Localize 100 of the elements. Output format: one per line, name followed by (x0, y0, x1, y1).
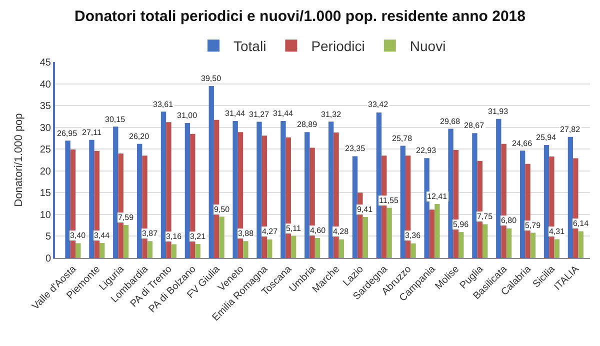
data-label: 28,67 (464, 121, 485, 130)
data-label: 11,55 (379, 196, 399, 205)
bar (113, 126, 118, 258)
y-tick-label: 0 (45, 254, 52, 264)
bar (232, 121, 238, 258)
data-label: 25,94 (536, 133, 557, 142)
data-label: 39,50 (201, 74, 222, 83)
bar (520, 150, 526, 258)
bar (195, 244, 200, 258)
y-axis-title: Donatori/1.000 pop (13, 113, 26, 207)
y-tick-label: 20 (40, 166, 52, 178)
data-label: 33,42 (368, 100, 389, 109)
bar (171, 244, 176, 258)
data-label: 31,27 (249, 110, 270, 119)
bar (136, 144, 142, 258)
bar (578, 231, 584, 258)
bar (267, 239, 272, 258)
bar (482, 224, 488, 258)
data-label: 4,60 (310, 226, 326, 235)
data-label: 31,32 (321, 110, 342, 119)
data-label: 26,20 (129, 132, 150, 141)
bar (472, 133, 478, 258)
bar (568, 136, 574, 258)
bar (256, 122, 262, 258)
bar (123, 224, 129, 258)
data-label: 12,41 (427, 192, 448, 201)
data-label: 24,66 (512, 139, 533, 148)
data-label: 4,28 (333, 227, 350, 236)
bar (280, 121, 286, 258)
data-label: 7,75 (477, 212, 494, 221)
bar (99, 243, 105, 258)
bar (352, 156, 358, 258)
bar (424, 158, 430, 258)
bar (400, 146, 406, 258)
y-tick-label: 25 (40, 144, 52, 156)
data-label: 5,79 (525, 221, 542, 230)
data-label: 7,59 (118, 213, 134, 222)
data-label: 4,31 (549, 227, 566, 236)
bar (410, 243, 416, 258)
y-tick-label: 30 (40, 122, 52, 134)
bar (338, 239, 344, 258)
data-label: 31,44 (225, 109, 246, 118)
data-label: 26,95 (57, 129, 78, 138)
data-label: 25,78 (392, 134, 413, 143)
bar (76, 243, 81, 258)
data-label: 3,16 (166, 232, 182, 241)
bar (506, 228, 512, 258)
data-label: 3,88 (238, 229, 254, 238)
data-label: 27,11 (82, 128, 102, 137)
data-label: 5,96 (453, 220, 470, 229)
data-label: 9,41 (357, 205, 374, 214)
bar (544, 145, 550, 258)
y-tick-label: 5 (45, 232, 52, 243)
y-tick-label: 10 (40, 210, 52, 221)
bar (314, 238, 320, 258)
data-label: 31,00 (177, 111, 198, 120)
legend-label: Totali (234, 38, 266, 54)
legend-label: Nuovi (410, 38, 446, 54)
bar (554, 239, 560, 258)
chart-title: Donatori totali periodici e nuovi/1.000 pop. residente anno 2018 (74, 8, 526, 25)
data-label: 3,36 (405, 231, 422, 240)
bar (429, 210, 435, 258)
bar (208, 86, 214, 258)
data-label: 30,15 (105, 115, 126, 124)
bar (290, 236, 296, 258)
data-label: 3,21 (190, 232, 206, 241)
data-label: 6,14 (573, 219, 590, 228)
data-label: 31,93 (488, 107, 509, 116)
data-label: 6,80 (501, 216, 518, 225)
data-label: 31,44 (273, 109, 294, 118)
bar (160, 112, 166, 258)
y-tick-label: 40 (40, 79, 52, 90)
data-label: 3,87 (142, 229, 158, 238)
data-label: 4,27 (262, 227, 278, 236)
bar (434, 204, 440, 258)
bar (458, 232, 464, 258)
data-label: 22,93 (416, 146, 437, 155)
data-label: 5,11 (286, 224, 302, 233)
y-tick-label: 35 (40, 101, 52, 112)
bar (448, 128, 454, 258)
bar (496, 118, 502, 258)
bar (362, 217, 368, 258)
bar (243, 241, 248, 258)
bar (530, 232, 536, 258)
data-label: 3,44 (94, 231, 110, 240)
bar (65, 140, 70, 258)
data-label: 28,89 (297, 120, 318, 129)
bar (184, 122, 190, 258)
data-label: 9,50 (214, 205, 230, 214)
bar (304, 132, 310, 258)
data-label: 29,68 (440, 117, 461, 126)
bar (328, 122, 334, 258)
data-label: 23,35 (345, 144, 366, 153)
y-tick-label: 45 (40, 58, 52, 68)
y-tick-label: 15 (40, 188, 52, 200)
bar (147, 241, 153, 258)
legend-label: Periodici (311, 38, 365, 54)
bar (386, 208, 392, 258)
data-label: 27,82 (560, 125, 581, 134)
bar (89, 140, 94, 258)
